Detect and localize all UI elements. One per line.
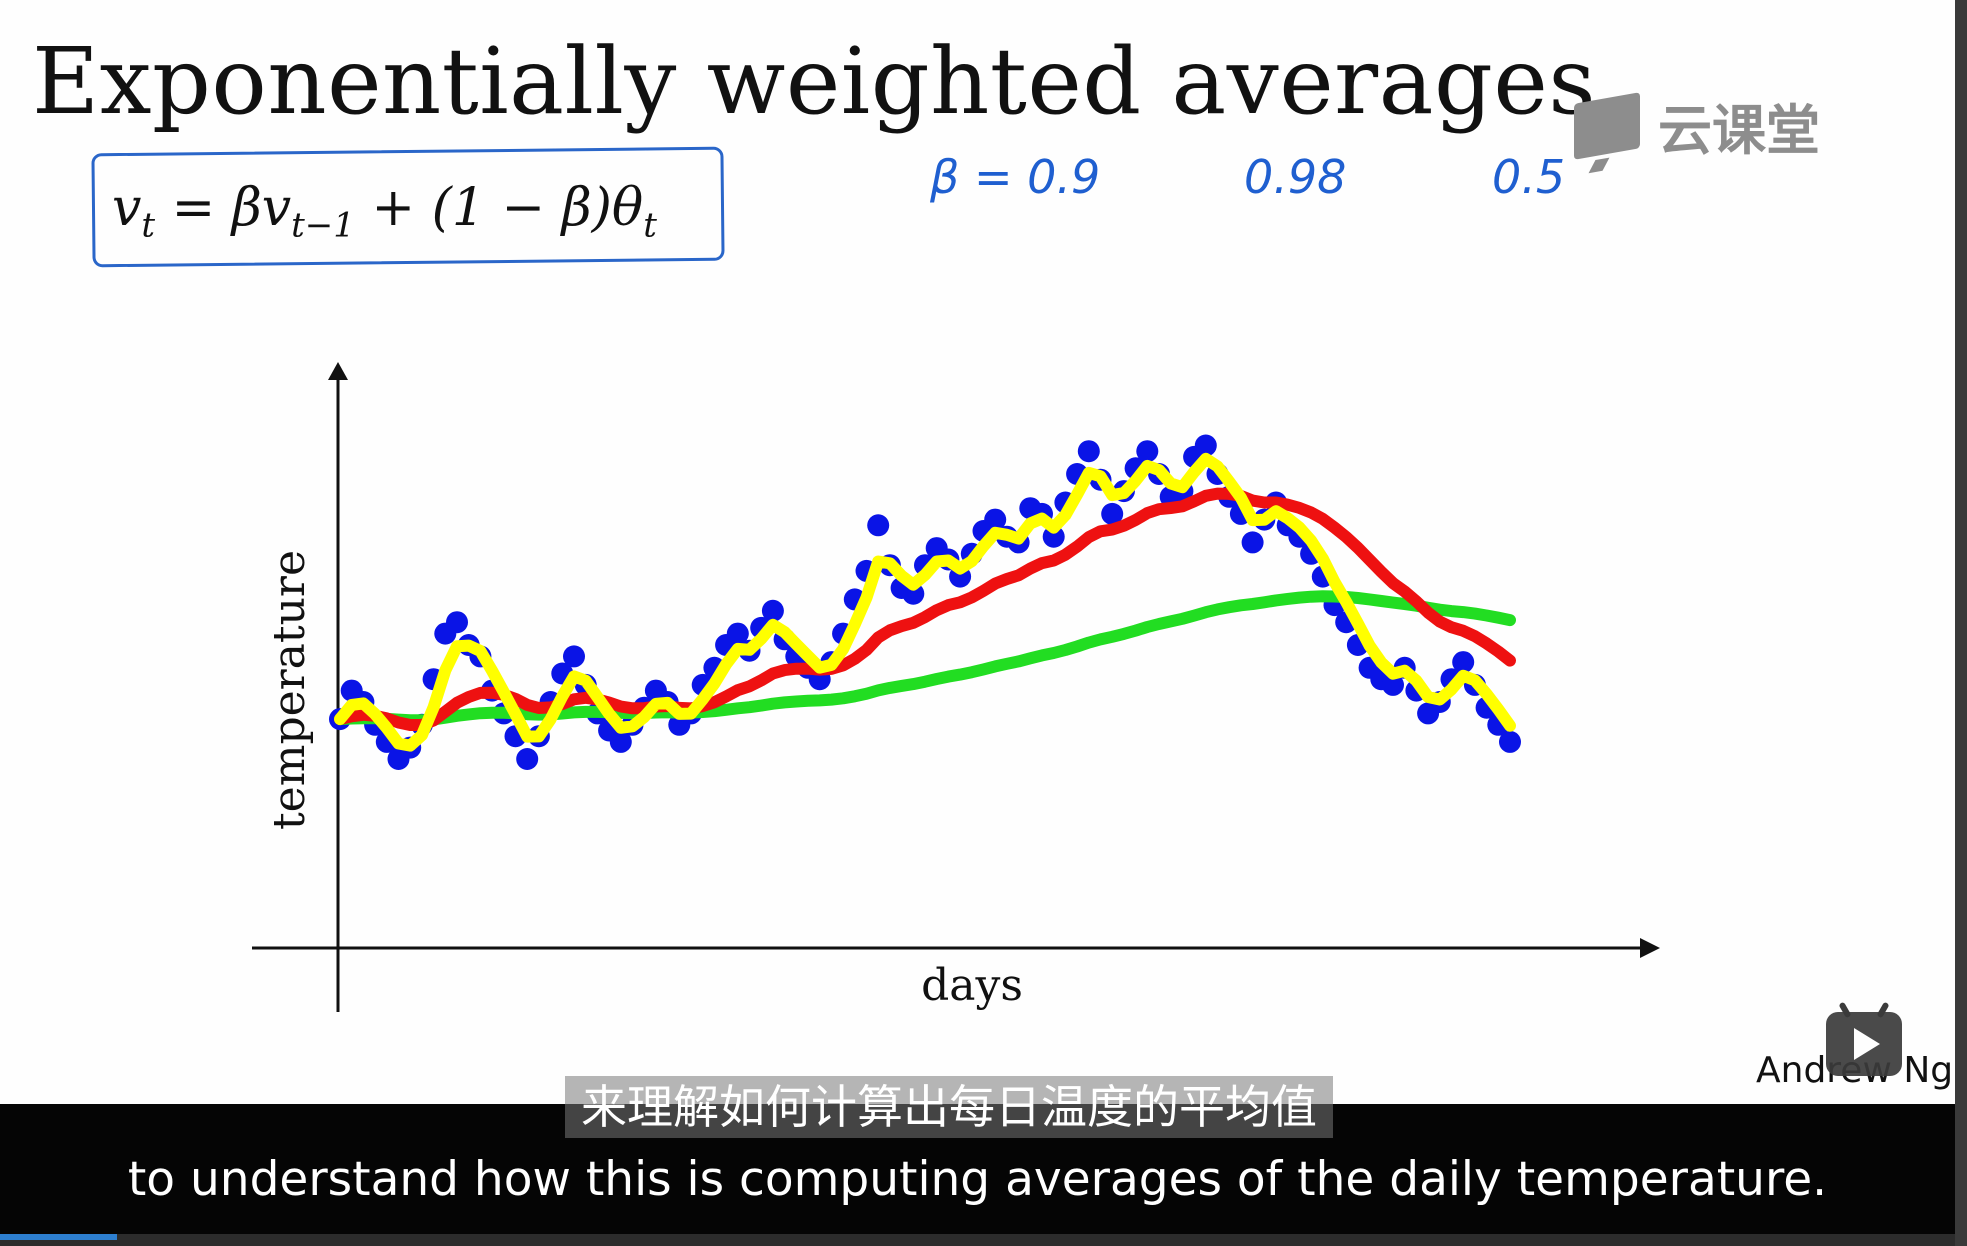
subtitle-english: to understand how this is computing aver… bbox=[127, 1152, 1828, 1207]
data-point bbox=[1452, 651, 1475, 674]
formula-rhs-b: + (1 − β)θ bbox=[354, 178, 644, 238]
formula-lhs-sub: t bbox=[141, 205, 156, 246]
slide-title: Exponentially weighted averages bbox=[32, 28, 1597, 135]
beta-annotation-2: 0.98 bbox=[1244, 150, 1347, 204]
x-axis-arrow bbox=[1640, 938, 1660, 958]
average-line-beta-0-9 bbox=[334, 487, 1516, 731]
data-point bbox=[1077, 440, 1100, 463]
window-edge bbox=[1955, 0, 1967, 1246]
average-line-beta-0-98 bbox=[334, 590, 1516, 727]
temperature-chart: days temperature bbox=[252, 362, 1660, 1012]
data-point bbox=[1241, 531, 1264, 554]
data-point bbox=[867, 514, 890, 537]
data-point bbox=[1382, 673, 1404, 696]
ewa-formula: vt = βvt−1 + (1 − β)θt bbox=[112, 178, 657, 245]
x-axis-label: days bbox=[921, 960, 1023, 1011]
y-axis-arrow bbox=[328, 362, 348, 380]
data-point bbox=[1042, 525, 1065, 548]
formula-rhs-a-sub: t−1 bbox=[291, 205, 355, 246]
logo: 云课堂 bbox=[1574, 86, 1820, 165]
average-lines bbox=[334, 452, 1516, 752]
logo-text: 云课堂 bbox=[1658, 99, 1820, 162]
data-point bbox=[1136, 440, 1159, 463]
formula-rhs-a: = βv bbox=[155, 178, 292, 238]
y-axis-label: temperature bbox=[264, 550, 315, 830]
average-line-beta-0-5 bbox=[334, 452, 1516, 752]
data-point bbox=[761, 599, 784, 622]
data-point bbox=[446, 611, 468, 634]
data-point bbox=[902, 582, 925, 605]
progress-fill bbox=[0, 1234, 118, 1240]
beta-annotation-1: β = 0.9 bbox=[930, 150, 1101, 204]
subtitle-chinese: 来理解如何计算出每日温度的平均值 bbox=[565, 1076, 1333, 1138]
data-point bbox=[1194, 434, 1217, 457]
play-icon[interactable] bbox=[1826, 1012, 1902, 1076]
formula-rhs-b-sub: t bbox=[643, 205, 657, 246]
data-point bbox=[516, 748, 539, 770]
data-point bbox=[1499, 730, 1521, 753]
progress-bar[interactable] bbox=[0, 1234, 1955, 1246]
formula-lhs: v bbox=[112, 178, 142, 238]
data-point bbox=[984, 508, 1007, 531]
data-point bbox=[726, 622, 749, 645]
data-point bbox=[1101, 502, 1124, 525]
data-point bbox=[563, 645, 585, 668]
beta-annotation-3: 0.5 bbox=[1492, 150, 1566, 204]
data-point bbox=[609, 730, 632, 753]
